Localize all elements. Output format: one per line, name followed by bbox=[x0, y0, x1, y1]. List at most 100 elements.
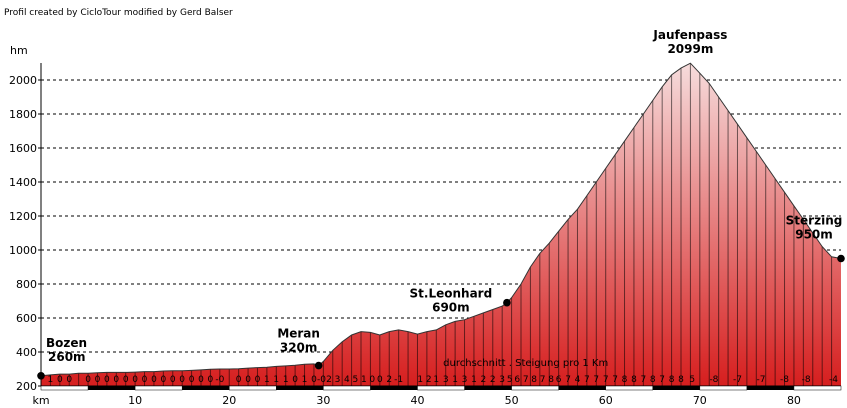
y-tick-label: 1000 bbox=[9, 244, 37, 257]
gradient-label: 6 bbox=[556, 375, 562, 385]
gradient-label: 7 bbox=[593, 375, 599, 385]
gradient-label: 4 bbox=[344, 375, 350, 385]
gradient-label: 1 bbox=[48, 375, 54, 385]
gradient-label: 0 bbox=[236, 375, 242, 385]
place-name: Bozen bbox=[46, 336, 87, 350]
gradient-label: 2 bbox=[490, 375, 496, 385]
gradient-label: 3 bbox=[335, 375, 341, 385]
gradient-label: 0 bbox=[255, 375, 261, 385]
gradient-label: 0 bbox=[292, 375, 298, 385]
km-bar-light bbox=[40, 385, 89, 391]
gradient-label: 0 bbox=[208, 375, 214, 385]
km-bar-light bbox=[134, 385, 183, 391]
gradient-label: 8 bbox=[548, 375, 554, 385]
gradient-label: 0 bbox=[85, 375, 91, 385]
km-bar-light bbox=[511, 385, 559, 391]
y-tick-label: 2000 bbox=[9, 74, 37, 87]
gradient-label: 0 bbox=[189, 375, 195, 385]
gradient-label: 6 bbox=[514, 375, 520, 385]
elevation-area bbox=[41, 63, 841, 386]
gradient-label: 2 bbox=[480, 375, 486, 385]
gradient-label: 1 bbox=[302, 375, 308, 385]
km-bar-dark bbox=[370, 386, 418, 390]
gradient-label: 7 bbox=[540, 375, 546, 385]
gradient-label: -1 bbox=[394, 375, 403, 385]
place-marker bbox=[37, 372, 45, 380]
x-tick-label: 20 bbox=[222, 394, 236, 407]
place-name: Sterzing bbox=[786, 214, 843, 228]
km-bar-dark bbox=[276, 386, 324, 390]
place-name: Jaufenpass bbox=[652, 28, 727, 42]
y-tick-label: 600 bbox=[16, 312, 37, 325]
gradient-label: 0 bbox=[151, 375, 157, 385]
gradient-label: 2 bbox=[326, 375, 332, 385]
gradient-label: 7 bbox=[565, 375, 571, 385]
gradient-label: 8 bbox=[631, 375, 637, 385]
x-tick-label: 80 bbox=[787, 394, 801, 407]
gradient-label: 7 bbox=[659, 375, 665, 385]
km-bar-dark bbox=[558, 386, 606, 390]
gradient-label: 7 bbox=[640, 375, 646, 385]
km-bar-light bbox=[228, 385, 277, 391]
gradient-label: 0 bbox=[198, 375, 204, 385]
gradient-label: 2 bbox=[426, 375, 432, 385]
y-tick-label: 800 bbox=[16, 278, 37, 291]
gradient-label: 0 bbox=[245, 375, 251, 385]
gradient-label: 1 bbox=[264, 375, 270, 385]
km-bar-dark bbox=[746, 386, 794, 390]
gradient-label: -8 bbox=[780, 375, 789, 385]
gradient-label: 2 bbox=[386, 375, 392, 385]
gradient-label: 3 bbox=[443, 375, 449, 385]
km-bar-dark bbox=[464, 386, 512, 390]
place-elevation: 690m bbox=[432, 301, 470, 315]
gradient-label: 0 bbox=[311, 375, 317, 385]
gradient-label: 0 bbox=[369, 375, 375, 385]
gradient-labels: 1 0 0 0 0 0 0 0 0 0 0 0 0 0 0 0 0 -0 0 0 0 1 1 1 0 1 0 -0 2 3 4 5 1 0 0 2 -1… bbox=[48, 358, 839, 385]
place-elevation: 320m bbox=[280, 341, 318, 355]
gradient-label: 8 bbox=[622, 375, 628, 385]
gradient-label: 7 bbox=[612, 375, 618, 385]
gradient-label: 1 bbox=[273, 375, 279, 385]
gradient-label: 1 bbox=[471, 375, 477, 385]
km-bar-dark bbox=[182, 386, 230, 390]
x-tick-label: 30 bbox=[316, 394, 330, 407]
gradient-label: 0 bbox=[123, 375, 129, 385]
place-name: Meran bbox=[277, 327, 320, 341]
gradient-label: -0 bbox=[215, 375, 224, 385]
elevation-line bbox=[40, 62, 842, 377]
gradient-label: 5 bbox=[352, 375, 358, 385]
gradient-label: 0 bbox=[377, 375, 383, 385]
gradient-label: 1 bbox=[433, 375, 439, 385]
place-elevation: 2099m bbox=[667, 42, 713, 56]
gradient-label: 3 bbox=[462, 375, 468, 385]
place-name: St.Leonhard bbox=[410, 287, 493, 301]
y-tick-label: 400 bbox=[16, 346, 37, 359]
y-axis-label: hm bbox=[10, 44, 28, 57]
gradient-label: 8 bbox=[669, 375, 675, 385]
gradient-label: 7 bbox=[523, 375, 529, 385]
gradient-label: 8 bbox=[531, 375, 537, 385]
km-bar-dark bbox=[88, 386, 136, 390]
gradient-label: 5 bbox=[689, 375, 695, 385]
gradient-label: 0 bbox=[113, 375, 119, 385]
gradient-label: 0 bbox=[104, 375, 110, 385]
x-tick-label: 10 bbox=[128, 394, 142, 407]
gradient-label: 0 bbox=[66, 375, 72, 385]
place-marker bbox=[314, 361, 323, 370]
y-tick-label: 1200 bbox=[9, 210, 37, 223]
place-elevation: 260m bbox=[48, 350, 86, 364]
y-tick-label: 1800 bbox=[9, 108, 37, 121]
gradient-label: 8 bbox=[678, 375, 684, 385]
gradient-label: 0 bbox=[142, 375, 148, 385]
x-axis-label: km bbox=[32, 394, 49, 407]
km-bar-light bbox=[417, 385, 465, 391]
place-marker bbox=[837, 254, 845, 263]
place-marker bbox=[503, 298, 511, 307]
gradient-label: 1 bbox=[452, 375, 458, 385]
km-bar-light bbox=[323, 385, 371, 391]
gradient-label: 0 bbox=[95, 375, 101, 385]
x-tick-label: 70 bbox=[693, 394, 707, 407]
